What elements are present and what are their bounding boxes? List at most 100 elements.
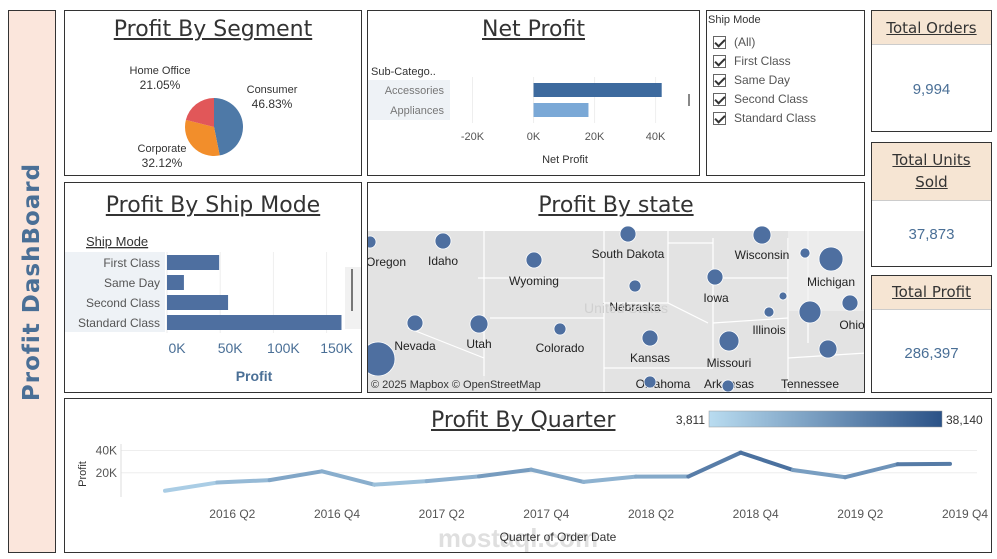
state-label: United States: [584, 300, 668, 316]
state-map[interactable]: Idaho Oregon Wyoming South Dakota Wisconsin M…: [368, 183, 865, 393]
state-profit-marker: [721, 379, 735, 392]
x-tick-label: 100K: [267, 340, 300, 356]
x-tick-label: 0K: [168, 340, 186, 356]
checkbox-checked-icon[interactable]: [713, 73, 726, 87]
ship-mode-filter: Ship Mode (All) First Class Same Day Second…: [706, 10, 865, 176]
kpi-label-line1: Total Units: [892, 151, 971, 169]
slice-percent: 32.12%: [142, 156, 183, 170]
state-border: [712, 317, 789, 324]
bar: [533, 103, 589, 117]
y-tick-label: 40K: [96, 444, 117, 458]
pie-slice: [214, 98, 244, 156]
bar: [167, 315, 342, 330]
row-header-band: [368, 80, 450, 120]
line-segment: [738, 450, 795, 472]
scrollbar-handle: [351, 269, 353, 311]
state-profit-marker: [841, 294, 859, 312]
profit-by-segment-panel: Profit By Segment Consumer 46.83% Corporat…: [64, 10, 362, 176]
map-attribution: © 2025 Mapbox © OpenStreetMap: [371, 379, 541, 391]
panel-title: Profit By Ship Mode: [105, 193, 321, 218]
category-label: Accessories: [385, 85, 445, 97]
state-label: Utah: [466, 337, 491, 351]
x-tick-label: 2019 Q2: [837, 507, 883, 521]
state-label: Illinois: [752, 323, 785, 337]
x-axis-title: Profit: [236, 368, 273, 384]
category-label: Appliances: [390, 105, 444, 117]
bar: [167, 255, 220, 270]
kpi-total-orders: Total Orders 9,994: [871, 10, 992, 132]
bar: [167, 275, 184, 290]
state-label: Nevada: [394, 339, 436, 353]
state-label: Missouri: [707, 356, 752, 370]
state-profit-marker: [406, 314, 424, 332]
panel-title: Profit By Quarter: [431, 408, 616, 433]
category-label: First Class: [103, 256, 160, 270]
state-profit-marker: [799, 247, 811, 259]
filter-option[interactable]: Same Day: [713, 73, 790, 87]
line-segment: [424, 474, 481, 484]
state-label: Idaho: [428, 254, 458, 268]
profit-by-state-panel: Profit By state Idaho Oregon Wyoming South …: [367, 182, 865, 393]
net-profit-bar-chart[interactable]: Sub-Catego.. -20K 0K 20K 40K Accessories Appli…: [368, 11, 700, 176]
state-profit-marker: [641, 329, 659, 347]
x-tick-label: 2017 Q2: [419, 507, 465, 521]
legend-min-label: 3,811: [676, 413, 705, 427]
checkbox-checked-icon[interactable]: [713, 92, 726, 106]
line-segment: [163, 480, 220, 493]
state-profit-marker: [368, 235, 377, 249]
x-tick-label: 2016 Q4: [314, 507, 360, 521]
ship-mode-bar-chart[interactable]: Ship Mode 0K 50K 100K 150K First Class Same Da…: [65, 183, 362, 393]
filter-option[interactable]: (All): [713, 35, 755, 49]
state-label: Wisconsin: [735, 248, 790, 262]
category-label: Same Day: [104, 276, 160, 290]
quarter-line-chart[interactable]: 3,811 38,140 Profit 20K 40K 2016 Q2 2016 Q4 201…: [65, 399, 992, 553]
filter-option[interactable]: Second Class: [713, 92, 808, 106]
x-tick-label: 2016 Q2: [209, 507, 255, 521]
panel-title: Profit By Segment: [113, 17, 313, 42]
state-label: Nebraska: [609, 300, 661, 314]
filter-option-label: First Class: [734, 54, 791, 68]
filter-option-label: Second Class: [734, 92, 809, 106]
kpi-total-units-sold: Total Units Sold 37,873: [871, 142, 992, 267]
line-segment: [320, 469, 377, 487]
kpi-label: Total Orders: [872, 11, 991, 45]
filter-option-label: Standard Class: [734, 111, 817, 125]
slice-percent: 46.83%: [252, 97, 293, 111]
state-label: South Dakota: [592, 247, 665, 261]
state-profit-marker: [818, 339, 838, 359]
panel-title: Profit By state: [538, 193, 694, 218]
x-tick-label: 20K: [585, 131, 605, 143]
state-profit-marker: [434, 232, 452, 250]
state-profit-marker: [718, 330, 740, 352]
slice-label: Corporate: [138, 143, 187, 155]
state-profit-marker: [763, 306, 775, 318]
kpi-value: 37,873: [908, 226, 955, 243]
dimension-header: Ship Mode: [86, 234, 148, 249]
state-label: Tennessee: [781, 377, 839, 391]
state-profit-marker: [553, 322, 567, 336]
x-tick-label: 2018 Q4: [733, 507, 779, 521]
checkbox-checked-icon[interactable]: [713, 54, 726, 68]
state-profit-marker: [798, 300, 822, 324]
state-profit-marker: [525, 251, 543, 269]
state-label: Ohio: [839, 318, 865, 332]
filter-title: Ship Mode: [708, 14, 761, 26]
x-tick-label: 2017 Q4: [523, 507, 569, 521]
attribution-bg: [368, 376, 548, 392]
dashboard-sidebar: Profit DashBoard: [8, 10, 56, 553]
dimension-header: Sub-Catego..: [371, 66, 436, 78]
state-profit-marker: [778, 291, 788, 301]
filter-option[interactable]: First Class: [713, 54, 791, 68]
x-tick-label: -20K: [461, 131, 485, 143]
x-tick-label: 40K: [646, 131, 666, 143]
state-label: Wyoming: [509, 274, 559, 288]
checkbox-checked-icon[interactable]: [713, 111, 726, 125]
checkbox-checked-icon[interactable]: [713, 35, 726, 49]
line-segment: [372, 479, 429, 487]
state-label: Colorado: [536, 341, 585, 355]
filter-option[interactable]: Standard Class: [713, 111, 816, 125]
category-label: Second Class: [86, 296, 160, 310]
state-profit-marker: [752, 225, 772, 245]
slice-percent: 21.05%: [140, 78, 181, 92]
